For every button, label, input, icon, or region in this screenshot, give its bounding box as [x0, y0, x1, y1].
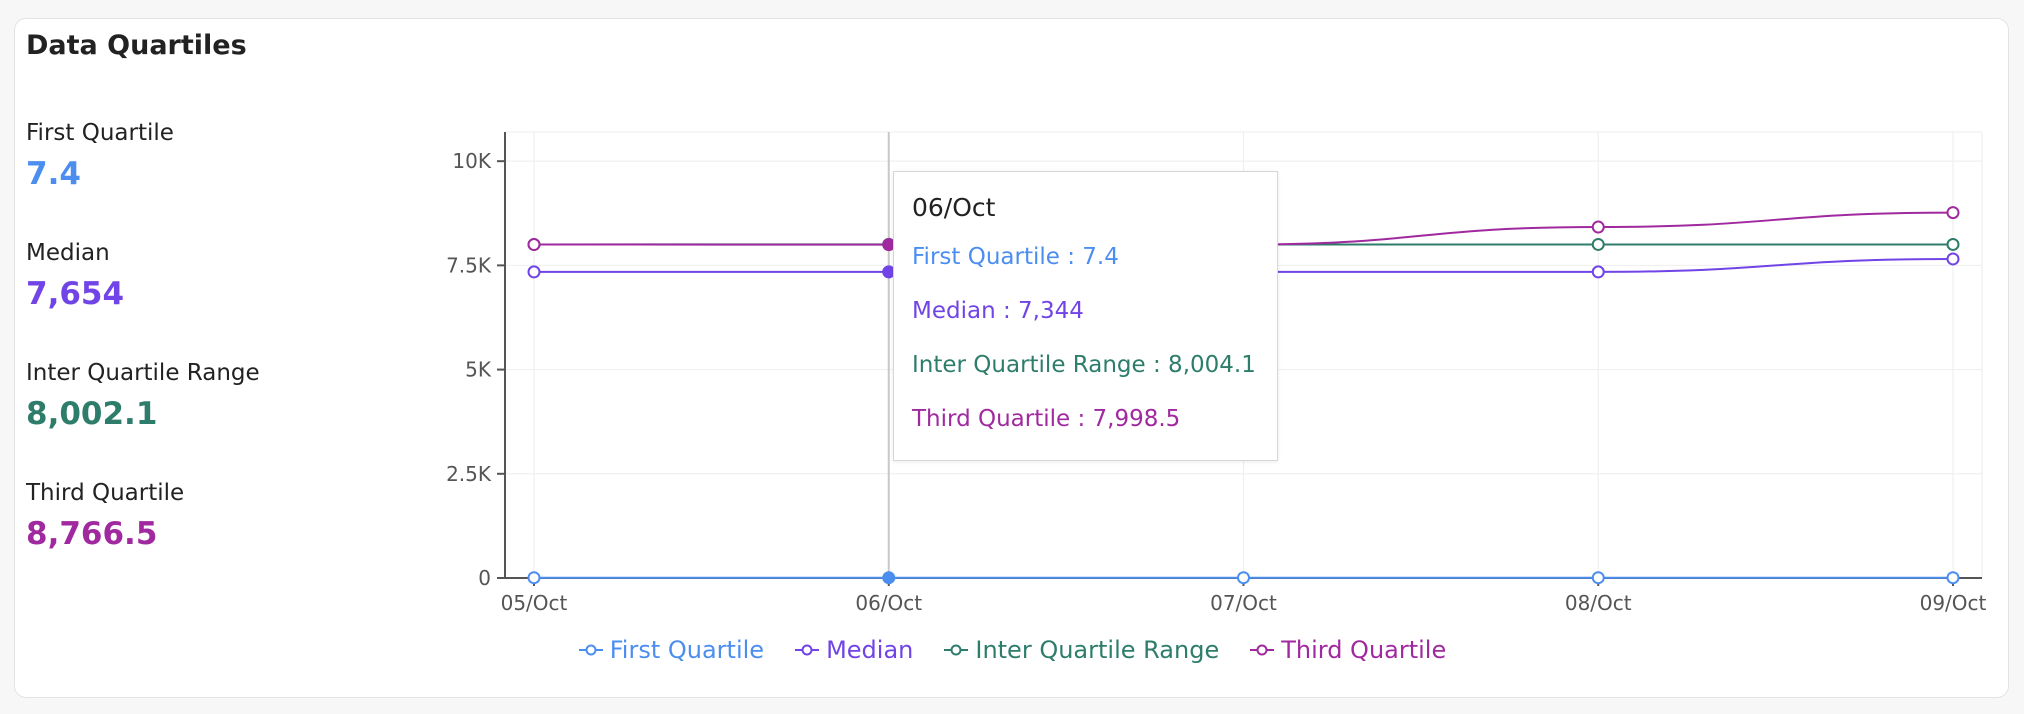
- tooltip-row-median: Median : 7,344: [912, 298, 1084, 324]
- tooltip-row-inter-quartile-range: Inter Quartile Range : 8,004.1: [912, 352, 1256, 378]
- stat-label: First Quartile: [26, 120, 174, 146]
- x-tick-label: 06/Oct: [855, 591, 922, 615]
- card-title: Data Quartiles: [26, 30, 247, 61]
- legend-line-marker-icon: [1250, 644, 1275, 656]
- data-point: [1591, 220, 1605, 234]
- legend-line-marker-icon: [795, 644, 820, 656]
- x-tick-label: 09/Oct: [1920, 591, 1987, 615]
- stat-first-quartile: First Quartile 7.4: [26, 116, 406, 236]
- data-point: [527, 265, 541, 279]
- stat-median: Median 7,654: [26, 236, 406, 356]
- stat-inter-quartile-range: Inter Quartile Range 8,002.1: [26, 356, 406, 476]
- data-point: [527, 238, 541, 252]
- legend-item-inter-quartile-range[interactable]: Inter Quartile Range: [943, 636, 1219, 664]
- data-point: [882, 571, 896, 585]
- data-point: [1591, 571, 1605, 585]
- legend-item-first-quartile[interactable]: First Quartile: [578, 636, 764, 664]
- tooltip-title: 06/Oct: [912, 193, 996, 222]
- x-tick-label: 08/Oct: [1565, 591, 1632, 615]
- legend-label: Median: [826, 636, 914, 664]
- chart-tooltip: 06/Oct First Quartile : 7.4 Median : 7,3…: [893, 171, 1278, 461]
- legend-item-third-quartile[interactable]: Third Quartile: [1249, 636, 1446, 664]
- data-point: [1946, 252, 1960, 266]
- x-tick-label: 05/Oct: [501, 591, 568, 615]
- data-point: [527, 571, 541, 585]
- stat-value: 8,766.5: [26, 516, 158, 552]
- stats-panel: First Quartile 7.4 Median 7,654 Inter Qu…: [26, 116, 406, 596]
- stat-label: Inter Quartile Range: [26, 360, 260, 386]
- y-tick-label: 0: [478, 566, 491, 590]
- legend-line-marker-icon: [578, 644, 603, 656]
- data-point: [1591, 265, 1605, 279]
- stat-label: Third Quartile: [26, 480, 185, 506]
- y-tick-label: 2.5K: [446, 462, 492, 486]
- tooltip-row-third-quartile: Third Quartile : 7,998.5: [912, 406, 1181, 432]
- legend-label: First Quartile: [609, 636, 765, 664]
- legend-label: Third Quartile: [1281, 636, 1447, 664]
- data-point: [1946, 206, 1960, 220]
- y-tick-label: 7.5K: [446, 253, 492, 277]
- stat-value: 8,002.1: [26, 396, 158, 432]
- y-tick-label: 10K: [452, 149, 491, 173]
- stat-label: Median: [26, 240, 110, 266]
- legend-label: Inter Quartile Range: [975, 636, 1220, 664]
- tooltip-row-first-quartile: First Quartile : 7.4: [912, 244, 1119, 270]
- chart-legend: First Quartile Median Inter Quartile Ran…: [0, 636, 2024, 664]
- legend-item-median[interactable]: Median: [794, 636, 913, 664]
- stat-value: 7.4: [26, 156, 81, 192]
- data-point: [1946, 237, 1960, 251]
- data-point: [1946, 571, 1960, 585]
- stat-value: 7,654: [26, 276, 125, 312]
- x-tick-label: 07/Oct: [1210, 591, 1277, 615]
- data-point: [1591, 237, 1605, 251]
- stat-third-quartile: Third Quartile 8,766.5: [26, 476, 406, 596]
- y-tick-label: 5K: [465, 358, 492, 382]
- legend-line-marker-icon: [944, 644, 969, 656]
- data-point: [1237, 571, 1250, 585]
